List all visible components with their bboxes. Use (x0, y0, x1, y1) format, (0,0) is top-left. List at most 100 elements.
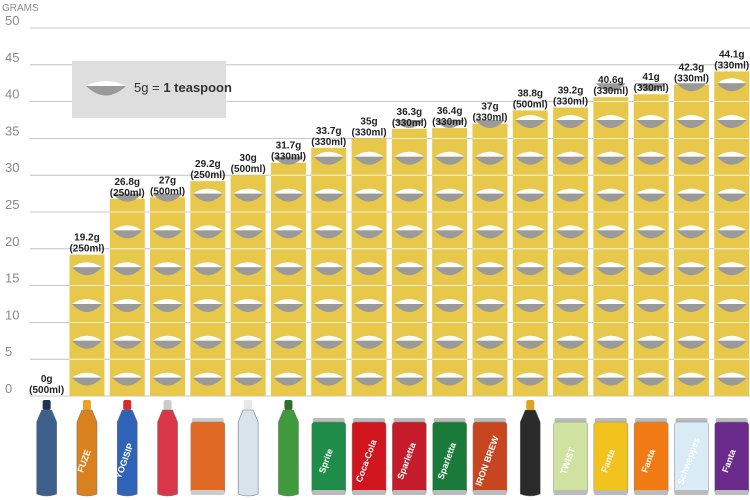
y-tick-label: 30 (5, 160, 19, 175)
volume-label: (500ml) (513, 99, 548, 110)
sugar-heap (636, 262, 667, 268)
sugar-heap (112, 188, 143, 194)
sugar-heap (716, 372, 747, 378)
sugar-heap (595, 151, 626, 157)
bar-4: 29.2g(250ml) (190, 159, 225, 396)
sugar-heap (595, 188, 626, 194)
spoon (112, 377, 143, 386)
sugar-heap (555, 151, 586, 157)
volume-label: (250ml) (110, 188, 145, 199)
value-label: 41g (643, 72, 660, 83)
sugar-heap (474, 372, 505, 378)
sugar-heap (112, 225, 143, 231)
spoon (152, 230, 183, 239)
bar-6: 31.7g(330ml) (271, 141, 306, 396)
y-tick-label: 35 (5, 123, 19, 138)
sugar-heap (716, 115, 747, 120)
spoon (152, 267, 183, 276)
spoon (152, 193, 183, 202)
can-bottom (472, 490, 507, 495)
spoon (434, 156, 465, 165)
bar-3: 27g(500ml) (150, 175, 185, 396)
spoon (595, 340, 626, 349)
sugar-heap (71, 372, 102, 378)
sports-drink-bottle-icon (157, 400, 178, 497)
sugar-heap (112, 299, 143, 304)
spoon (434, 120, 465, 128)
sugar-heap (474, 151, 505, 157)
spoon (394, 120, 425, 128)
sugar-heap (515, 151, 546, 157)
spoon (394, 377, 425, 386)
sugar-heap (434, 299, 465, 304)
spoon (716, 83, 747, 92)
sugar-heap (474, 335, 505, 341)
twist-can-icon: TWIST (553, 418, 588, 495)
spoon (676, 304, 707, 312)
spoon (394, 156, 425, 165)
sugar-heap (676, 115, 707, 120)
sugar-heap (394, 188, 425, 194)
spoon (354, 267, 385, 276)
sugar-heap (313, 262, 344, 268)
spoon (71, 340, 102, 349)
spoon (595, 377, 626, 386)
spoon (555, 156, 586, 165)
sugar-heap (233, 299, 264, 304)
spoon (394, 340, 425, 349)
sugar-heap (192, 262, 223, 268)
legend-unit: 1 teaspoon (163, 80, 232, 95)
spoon (192, 377, 223, 386)
spoon (273, 156, 304, 165)
fuze-tea-bottle-icon: FUZE (75, 400, 98, 497)
sugar-heap (313, 188, 344, 194)
sugar-heap (233, 335, 264, 341)
sugar-heap (676, 372, 707, 378)
y-tick-label: 40 (5, 87, 19, 102)
spoon (676, 230, 707, 239)
volume-label: (330ml) (674, 74, 709, 85)
spoon (636, 340, 667, 349)
spoon (273, 267, 304, 276)
spoon (636, 267, 667, 276)
spoon (515, 156, 546, 165)
sugar-heap (313, 299, 344, 304)
can-bottom (392, 490, 427, 495)
volume-label: (330ml) (472, 113, 507, 124)
spoon (474, 193, 505, 202)
bar-16: 42.3g(330ml) (674, 63, 709, 396)
spoon (474, 120, 505, 128)
sugar-heap (716, 335, 747, 341)
spoon (595, 83, 626, 92)
sugar-heap (273, 225, 304, 231)
can-bottom (714, 490, 749, 495)
volume-label: (250ml) (69, 244, 104, 255)
can-bottom (352, 490, 387, 495)
sugar-heap (676, 151, 707, 157)
sugar-heap (474, 262, 505, 268)
spoon (394, 230, 425, 239)
bottle-body (36, 409, 57, 497)
bottle-cap (163, 400, 172, 410)
sugar-heap (555, 115, 586, 120)
orange-can-icon (190, 418, 226, 495)
value-label: 0g (41, 374, 53, 385)
value-label: 36.4g (437, 106, 463, 117)
bar-12: 38.8g(500ml) (513, 88, 548, 396)
spoon (434, 230, 465, 239)
spoon (152, 340, 183, 349)
spoon (555, 230, 586, 239)
spoon (716, 193, 747, 202)
sugar-heap (716, 151, 747, 157)
volume-label: (330ml) (392, 118, 427, 129)
volume-label: (330ml) (634, 83, 669, 94)
spoon (233, 230, 264, 239)
sugar-heap (716, 262, 747, 268)
value-label: 35g (360, 116, 377, 127)
spoon (595, 193, 626, 202)
spoon (394, 267, 425, 276)
bar-8: 35g(330ml) (352, 116, 387, 396)
spoon (595, 230, 626, 239)
legend: 5g = 1 teaspoon (72, 61, 232, 118)
spoon (112, 267, 143, 276)
